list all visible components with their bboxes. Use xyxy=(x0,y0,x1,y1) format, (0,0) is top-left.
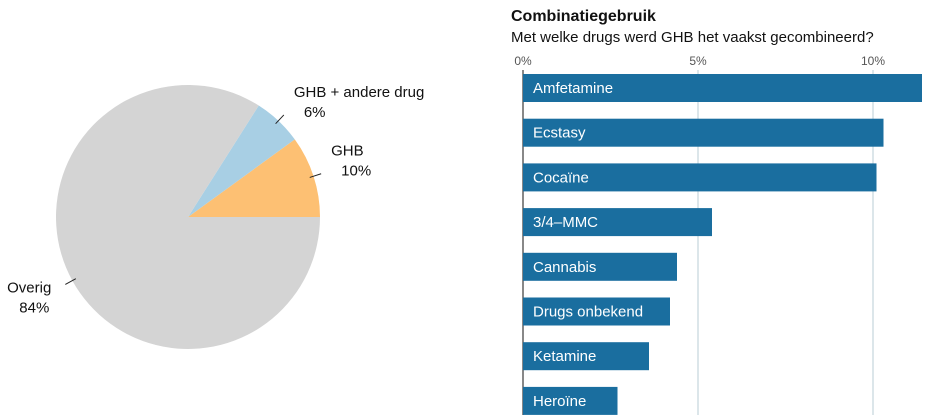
bar-label: Amfetamine xyxy=(533,80,613,97)
bar-label: Cannabis xyxy=(533,259,596,276)
bar-subtitle: Met welke drugs werd GHB het vaakst geco… xyxy=(511,29,874,46)
bar xyxy=(523,342,649,371)
slice-label: GHB xyxy=(331,143,364,160)
bar xyxy=(523,386,618,415)
x-tick-label: 10% xyxy=(861,54,885,68)
bar-title: Combinatiegebruik xyxy=(511,8,656,25)
bar-label: 3/4–MMC xyxy=(533,214,598,231)
x-tick-label: 5% xyxy=(689,54,707,68)
bar xyxy=(523,252,677,281)
pie-slice xyxy=(188,139,320,217)
leader-line xyxy=(309,173,322,178)
bar-label: Ecstasy xyxy=(533,125,586,142)
leader-line xyxy=(275,114,285,125)
bar xyxy=(523,118,884,147)
bar xyxy=(523,74,922,102)
bar xyxy=(523,163,877,192)
bar-label: Ketamine xyxy=(533,348,596,365)
bar-label: Heroïne xyxy=(533,393,586,410)
x-tick-label: 0% xyxy=(514,54,532,68)
pie-slice xyxy=(56,85,321,350)
slice-value-label: 6% xyxy=(304,104,326,121)
leader-line xyxy=(65,278,77,285)
bar xyxy=(523,297,670,326)
bar-label: Cocaïne xyxy=(533,169,589,186)
slice-label: Overig xyxy=(7,279,51,296)
slice-value-label: 10% xyxy=(341,163,371,180)
bar-label: Drugs onbekend xyxy=(533,303,643,320)
slice-label: GHB + andere drug xyxy=(294,84,425,101)
slice-value-label: 84% xyxy=(19,299,49,316)
bar xyxy=(523,208,712,237)
pie-slice xyxy=(188,105,295,217)
